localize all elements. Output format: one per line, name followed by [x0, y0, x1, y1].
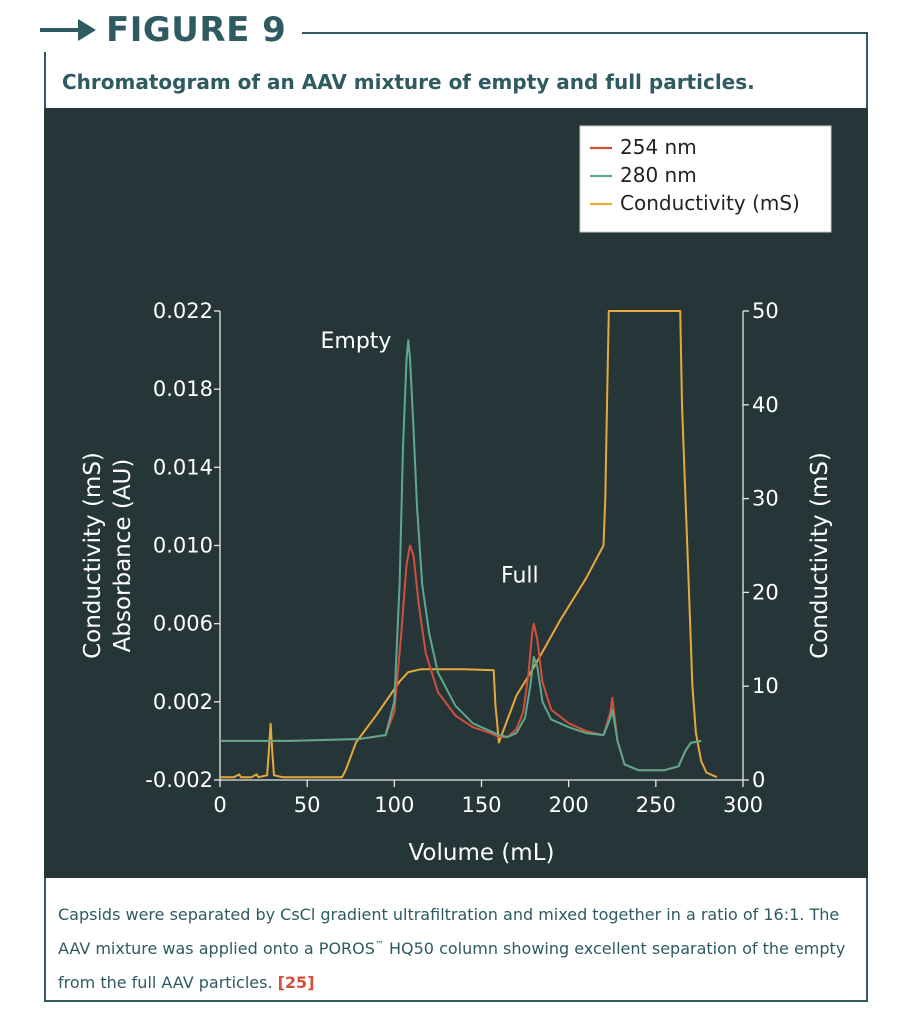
y-right-tick-label: 30: [752, 487, 779, 511]
y-left-tick-label: 0.018: [153, 377, 213, 401]
x-tick-label: 0: [213, 793, 226, 817]
chart-annotations: Empty Full: [321, 329, 539, 589]
y-axis-left-title: Conductivity (mS): [80, 452, 106, 659]
y-right-tick-label: 20: [752, 580, 779, 604]
peak-label-empty: Empty: [321, 329, 392, 354]
x-tick-label: 100: [374, 793, 414, 817]
trademark-symbol: ™: [374, 940, 384, 951]
y-right-tick-label: 50: [752, 299, 779, 323]
legend-label: 280 nm: [620, 163, 697, 187]
legend-box: [579, 125, 832, 233]
y-left-tick-label: -0.002: [145, 768, 213, 792]
x-tick-label: 50: [294, 793, 321, 817]
caption-text: Capsids were separated by CsCl gradient …: [58, 905, 840, 958]
legend-label: 254 nm: [620, 135, 697, 159]
x-tick-label: 200: [549, 793, 589, 817]
y-left-tick-label: 0.006: [153, 612, 213, 636]
x-axis-title: Volume (mL): [408, 840, 554, 866]
figure-subtitle: Chromatogram of an AAV mixture of empty …: [62, 70, 755, 94]
x-tick-label: 150: [461, 793, 501, 817]
series-line-280nm: [220, 339, 702, 772]
y-left-tick-label: 0.002: [153, 690, 213, 714]
series-line-254nm: [220, 544, 702, 772]
figure-header: FIGURE 9: [40, 8, 303, 52]
series-line-conductivity: [220, 310, 718, 779]
chart-axes: 0 50 100 150 200 250 300-0.0020.0020.0060.0100…: [80, 299, 833, 866]
y-right-tick-label: 10: [752, 674, 779, 698]
y-left-tick-label: 0.022: [153, 299, 213, 323]
peak-label-full: Full: [501, 564, 539, 589]
y-axis-left-title: Absorbance (AU): [110, 459, 136, 653]
legend-label: Conductivity (mS): [620, 191, 800, 215]
arrow-icon: [40, 19, 96, 41]
x-tick-label: 250: [636, 793, 676, 817]
y-right-tick-label: 40: [752, 393, 779, 417]
x-tick-label: 300: [723, 793, 763, 817]
y-right-tick-label: 0: [752, 768, 765, 792]
reference-link[interactable]: [25]: [277, 973, 315, 992]
y-left-tick-label: 0.014: [153, 455, 213, 479]
chart-panel: 254 nm 280 nm Conductivity (mS) 0 50 100 150 2…: [44, 108, 868, 878]
figure-label: FIGURE 9: [106, 10, 287, 50]
caption-text-after: HQ50 column showing excellent separation…: [58, 939, 846, 992]
figure-caption: Capsids were separated by CsCl gradient …: [58, 898, 858, 1000]
y-axis-right-title: Conductivity (mS): [807, 452, 833, 659]
y-left-tick-label: 0.010: [153, 534, 213, 558]
legend: 254 nm 280 nm Conductivity (mS): [579, 125, 832, 233]
chart-plot-area: [220, 310, 718, 779]
